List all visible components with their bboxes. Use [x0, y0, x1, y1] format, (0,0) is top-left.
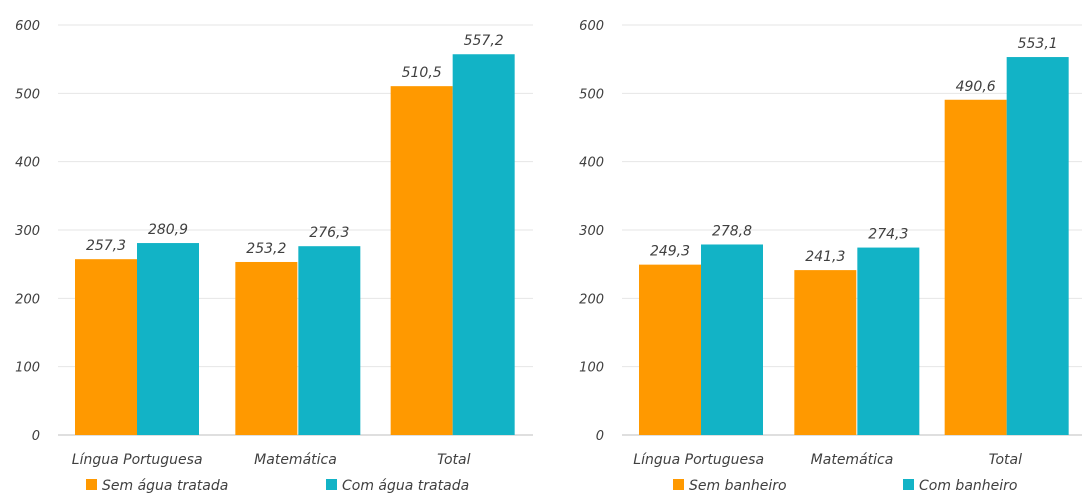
y-tick-label: 200: [15, 292, 40, 307]
y-tick-label: 100: [579, 361, 604, 376]
legend-label: Sem água tratada: [102, 478, 228, 494]
bar-series-b: [137, 243, 199, 435]
bar-series-b: [452, 54, 515, 435]
data-label: 278,8: [712, 223, 752, 239]
bar-series-b: [298, 246, 361, 435]
data-label: 276,3: [309, 225, 349, 241]
x-tick-label: Total: [437, 452, 470, 468]
data-label: 249,3: [650, 244, 690, 260]
legend-swatch: [673, 479, 684, 490]
x-tick-label: Matemática: [811, 452, 894, 468]
data-label: 253,2: [246, 241, 286, 257]
bar-series-b: [701, 244, 763, 435]
x-tick-label: Língua Portuguesa: [72, 452, 203, 468]
y-tick-label: 600: [15, 19, 40, 34]
legend-label: Com banheiro: [919, 478, 1017, 494]
bar-series-a: [944, 99, 1007, 436]
y-tick-label: 0: [32, 429, 40, 444]
y-tick-label: 400: [579, 156, 604, 171]
legend-label: Sem banheiro: [689, 478, 787, 494]
bar-series-b: [857, 247, 920, 435]
x-tick-label: Total: [989, 452, 1022, 468]
bar-series-b: [1006, 57, 1069, 435]
data-label: 257,3: [86, 238, 126, 254]
legend-swatch: [86, 479, 97, 490]
y-tick-label: 200: [579, 292, 604, 307]
bar-series-a: [75, 259, 137, 435]
legend-swatch: [903, 479, 914, 490]
bar-series-a: [639, 264, 701, 435]
data-label: 510,5: [402, 65, 442, 81]
x-tick-label: Matemática: [254, 452, 337, 468]
data-label: 274,3: [868, 227, 908, 243]
y-tick-label: 300: [15, 224, 40, 239]
chart-1: 0 100 200 300 400 500 600 Língua Portuguesa 257,…: [15, 19, 533, 494]
legend-label: Com água tratada: [342, 478, 469, 494]
data-label: 490,6: [956, 79, 996, 95]
data-label: 241,3: [805, 249, 845, 265]
y-tick-label: 600: [579, 19, 604, 34]
y-tick-label: 100: [15, 361, 40, 376]
data-label: 557,2: [464, 33, 504, 49]
bar-series-a: [235, 261, 298, 435]
y-tick-label: 500: [15, 87, 40, 102]
data-label: 280,9: [148, 222, 188, 238]
legend-swatch: [326, 479, 337, 490]
chart-2: 0 100 200 300 400 500 600 Língua Portuguesa 249,…: [579, 19, 1082, 494]
data-label: 553,1: [1018, 36, 1058, 52]
y-tick-label: 500: [579, 87, 604, 102]
bar-series-a: [794, 270, 857, 435]
y-tick-label: 0: [596, 429, 604, 444]
x-tick-label: Língua Portuguesa: [633, 452, 764, 468]
y-tick-label: 300: [579, 224, 604, 239]
y-tick-label: 400: [15, 156, 40, 171]
bar-series-a: [390, 86, 453, 436]
